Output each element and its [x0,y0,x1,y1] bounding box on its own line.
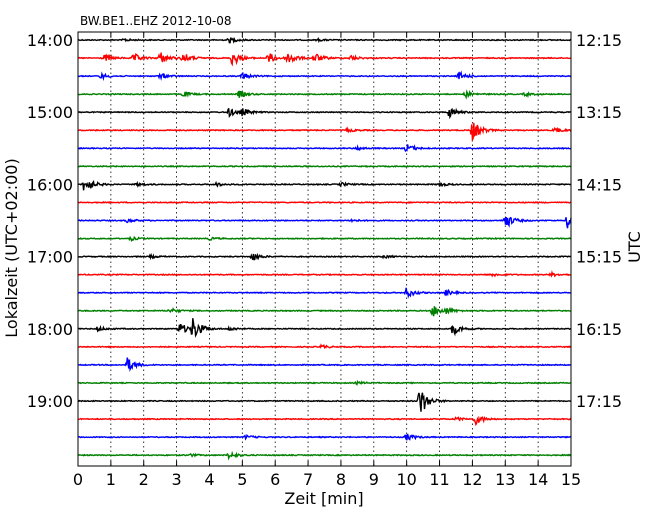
left-tick-label: 19:00 [27,392,73,411]
right-tick-label: 15:15 [576,248,622,267]
trace-2 [77,70,572,82]
trace-0 [77,36,571,44]
trace-9 [77,200,572,204]
x-tick-label: 2 [139,470,149,489]
trace-4 [77,107,572,120]
trace-14 [77,287,572,299]
trace-10 [77,216,572,229]
trace-18 [77,357,572,372]
x-ticks: 0 1 2 3 4 5 6 7 8 9 10 11 12 13 14 15 [73,32,581,489]
right-tick-label: 16:15 [576,320,622,339]
trace-3 [77,89,571,100]
left-tick-label: 17:00 [27,248,73,267]
trace-22 [77,433,572,441]
x-tick-label: 12 [462,470,482,489]
trace-21 [78,415,572,427]
x-tick-label: 6 [270,470,280,489]
x-tick-label: 9 [369,470,379,489]
trace-12 [77,252,572,261]
x-tick-label: 11 [429,470,449,489]
x-tick-label: 3 [172,470,182,489]
trace-6 [77,143,572,153]
left-tick-label: 15:00 [27,103,73,122]
left-ticks: 14:00 15:00 16:00 17:00 18:00 19:00 [27,31,73,411]
chart-title: BW.BE1..EHZ 2012-10-08 [80,14,232,28]
plot-frame [77,31,572,467]
right-tick-label: 17:15 [576,392,622,411]
trace-20 [77,392,572,412]
left-tick-label: 14:00 [27,31,73,50]
right-tick-label: 13:15 [576,103,622,122]
grid-lines [110,32,539,466]
traces [77,36,572,461]
right-ticks: 12:15 13:15 14:15 15:15 16:15 17:15 [576,31,622,411]
trace-17 [77,343,572,350]
trace-5 [77,122,572,142]
trace-11 [77,235,572,243]
x-tick-label: 0 [73,470,83,489]
right-tick-label: 14:15 [576,175,622,194]
y-axis-label-left: Lokalzeit (UTC+02:00) [2,158,21,337]
y-axis-label-right: UTC [625,231,644,263]
x-tick-label: 14 [528,470,548,489]
right-tick-label: 12:15 [576,31,622,50]
x-axis-label: Zeit [min] [284,489,363,508]
x-tick-label: 10 [396,470,416,489]
trace-19 [77,379,572,386]
x-tick-label: 15 [561,470,581,489]
x-tick-label: 5 [237,470,247,489]
trace-1 [78,52,572,67]
trace-7 [77,164,571,168]
x-tick-label: 8 [336,470,346,489]
left-tick-label: 16:00 [27,175,73,194]
trace-13 [77,270,572,278]
left-tick-label: 18:00 [27,320,73,339]
x-tick-label: 1 [106,470,116,489]
trace-23 [77,450,572,461]
trace-8 [77,180,571,191]
x-tick-label: 7 [303,470,313,489]
x-tick-label: 4 [204,470,214,489]
trace-16 [77,318,572,338]
x-tick-label: 13 [495,470,515,489]
trace-15 [78,306,571,317]
